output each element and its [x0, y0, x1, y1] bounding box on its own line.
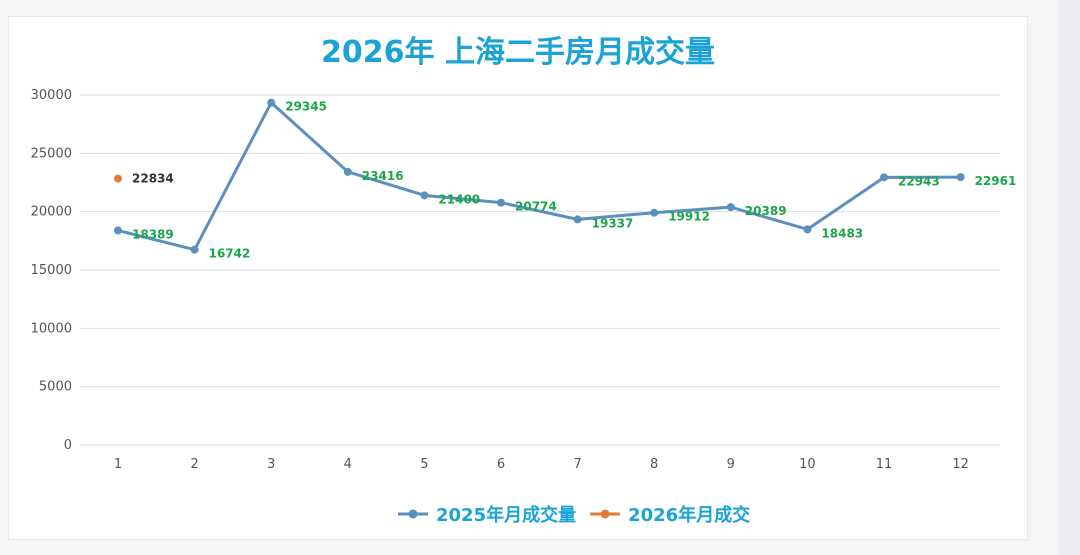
- data-point: [726, 203, 735, 212]
- data-label: 20389: [745, 204, 787, 218]
- x-tick-label: 3: [267, 457, 275, 472]
- data-label: 20774: [515, 200, 557, 214]
- x-tick-label: 4: [344, 457, 352, 472]
- chart-card: [8, 16, 1028, 540]
- chart-title: 2026年 上海二手房月成交量: [321, 35, 715, 70]
- data-point: [573, 215, 582, 224]
- legend: 2025年月成交量 2026年月成交: [398, 504, 750, 526]
- data-label: 18483: [821, 226, 863, 240]
- data-point: [956, 173, 965, 182]
- data-point: [497, 198, 505, 207]
- y-tick-label: 5000: [39, 380, 72, 395]
- y-tick-label: 30000: [31, 88, 72, 103]
- x-tick-label: 2: [190, 457, 198, 472]
- x-tick-label: 5: [420, 457, 428, 472]
- data-point: [190, 245, 199, 254]
- legend-marker: [600, 509, 610, 519]
- x-tick-label: 10: [799, 457, 816, 472]
- x-tick-label: 9: [727, 457, 735, 472]
- data-labels: 18389 16742 29345 23416 21400 20774 19337 19912…: [132, 100, 1016, 261]
- scrollbar[interactable]: [1058, 0, 1080, 555]
- legend-label: 2026年月成交: [628, 504, 750, 526]
- y-axis-ticks: 0 5000 10000 15000 20000 25000 30000: [31, 88, 72, 453]
- data-label: 19912: [668, 210, 710, 224]
- data-point: [114, 226, 122, 235]
- series-layer: [114, 98, 965, 254]
- data-label: 18389: [132, 227, 174, 241]
- data-label: 22961: [975, 174, 1017, 188]
- y-tick-label: 15000: [31, 263, 72, 278]
- legend-marker: [408, 509, 418, 519]
- x-tick-label: 6: [497, 457, 505, 472]
- x-tick-label: 8: [650, 457, 658, 472]
- grid-lines: [80, 94, 1000, 446]
- data-label: 23416: [362, 169, 404, 183]
- data-label: 21400: [438, 192, 480, 206]
- data-point: [650, 208, 659, 217]
- x-axis-ticks: 1 2 3 4 5 6 7 8 9 10 11 12: [114, 457, 969, 472]
- data-label: 22834: [132, 172, 174, 186]
- x-tick-label: 7: [573, 457, 581, 472]
- y-tick-label: 20000: [31, 205, 72, 220]
- y-tick-label: 0: [64, 438, 72, 453]
- x-tick-label: 11: [876, 457, 893, 472]
- data-point: [114, 174, 122, 183]
- data-point: [343, 167, 352, 176]
- data-point: [880, 173, 888, 182]
- series-line: [116, 101, 963, 252]
- data-label: 16742: [209, 247, 251, 261]
- y-tick-label: 10000: [31, 321, 72, 336]
- x-tick-label: 12: [952, 457, 969, 472]
- data-label: 19337: [592, 216, 634, 230]
- legend-label: 2025年月成交量: [436, 504, 576, 526]
- data-label: 22943: [898, 174, 940, 188]
- data-point: [420, 191, 429, 200]
- x-tick-label: 1: [114, 457, 122, 472]
- data-label: 29345: [285, 100, 327, 114]
- data-point: [803, 225, 812, 234]
- y-tick-label: 25000: [31, 146, 72, 161]
- data-point: [267, 98, 276, 107]
